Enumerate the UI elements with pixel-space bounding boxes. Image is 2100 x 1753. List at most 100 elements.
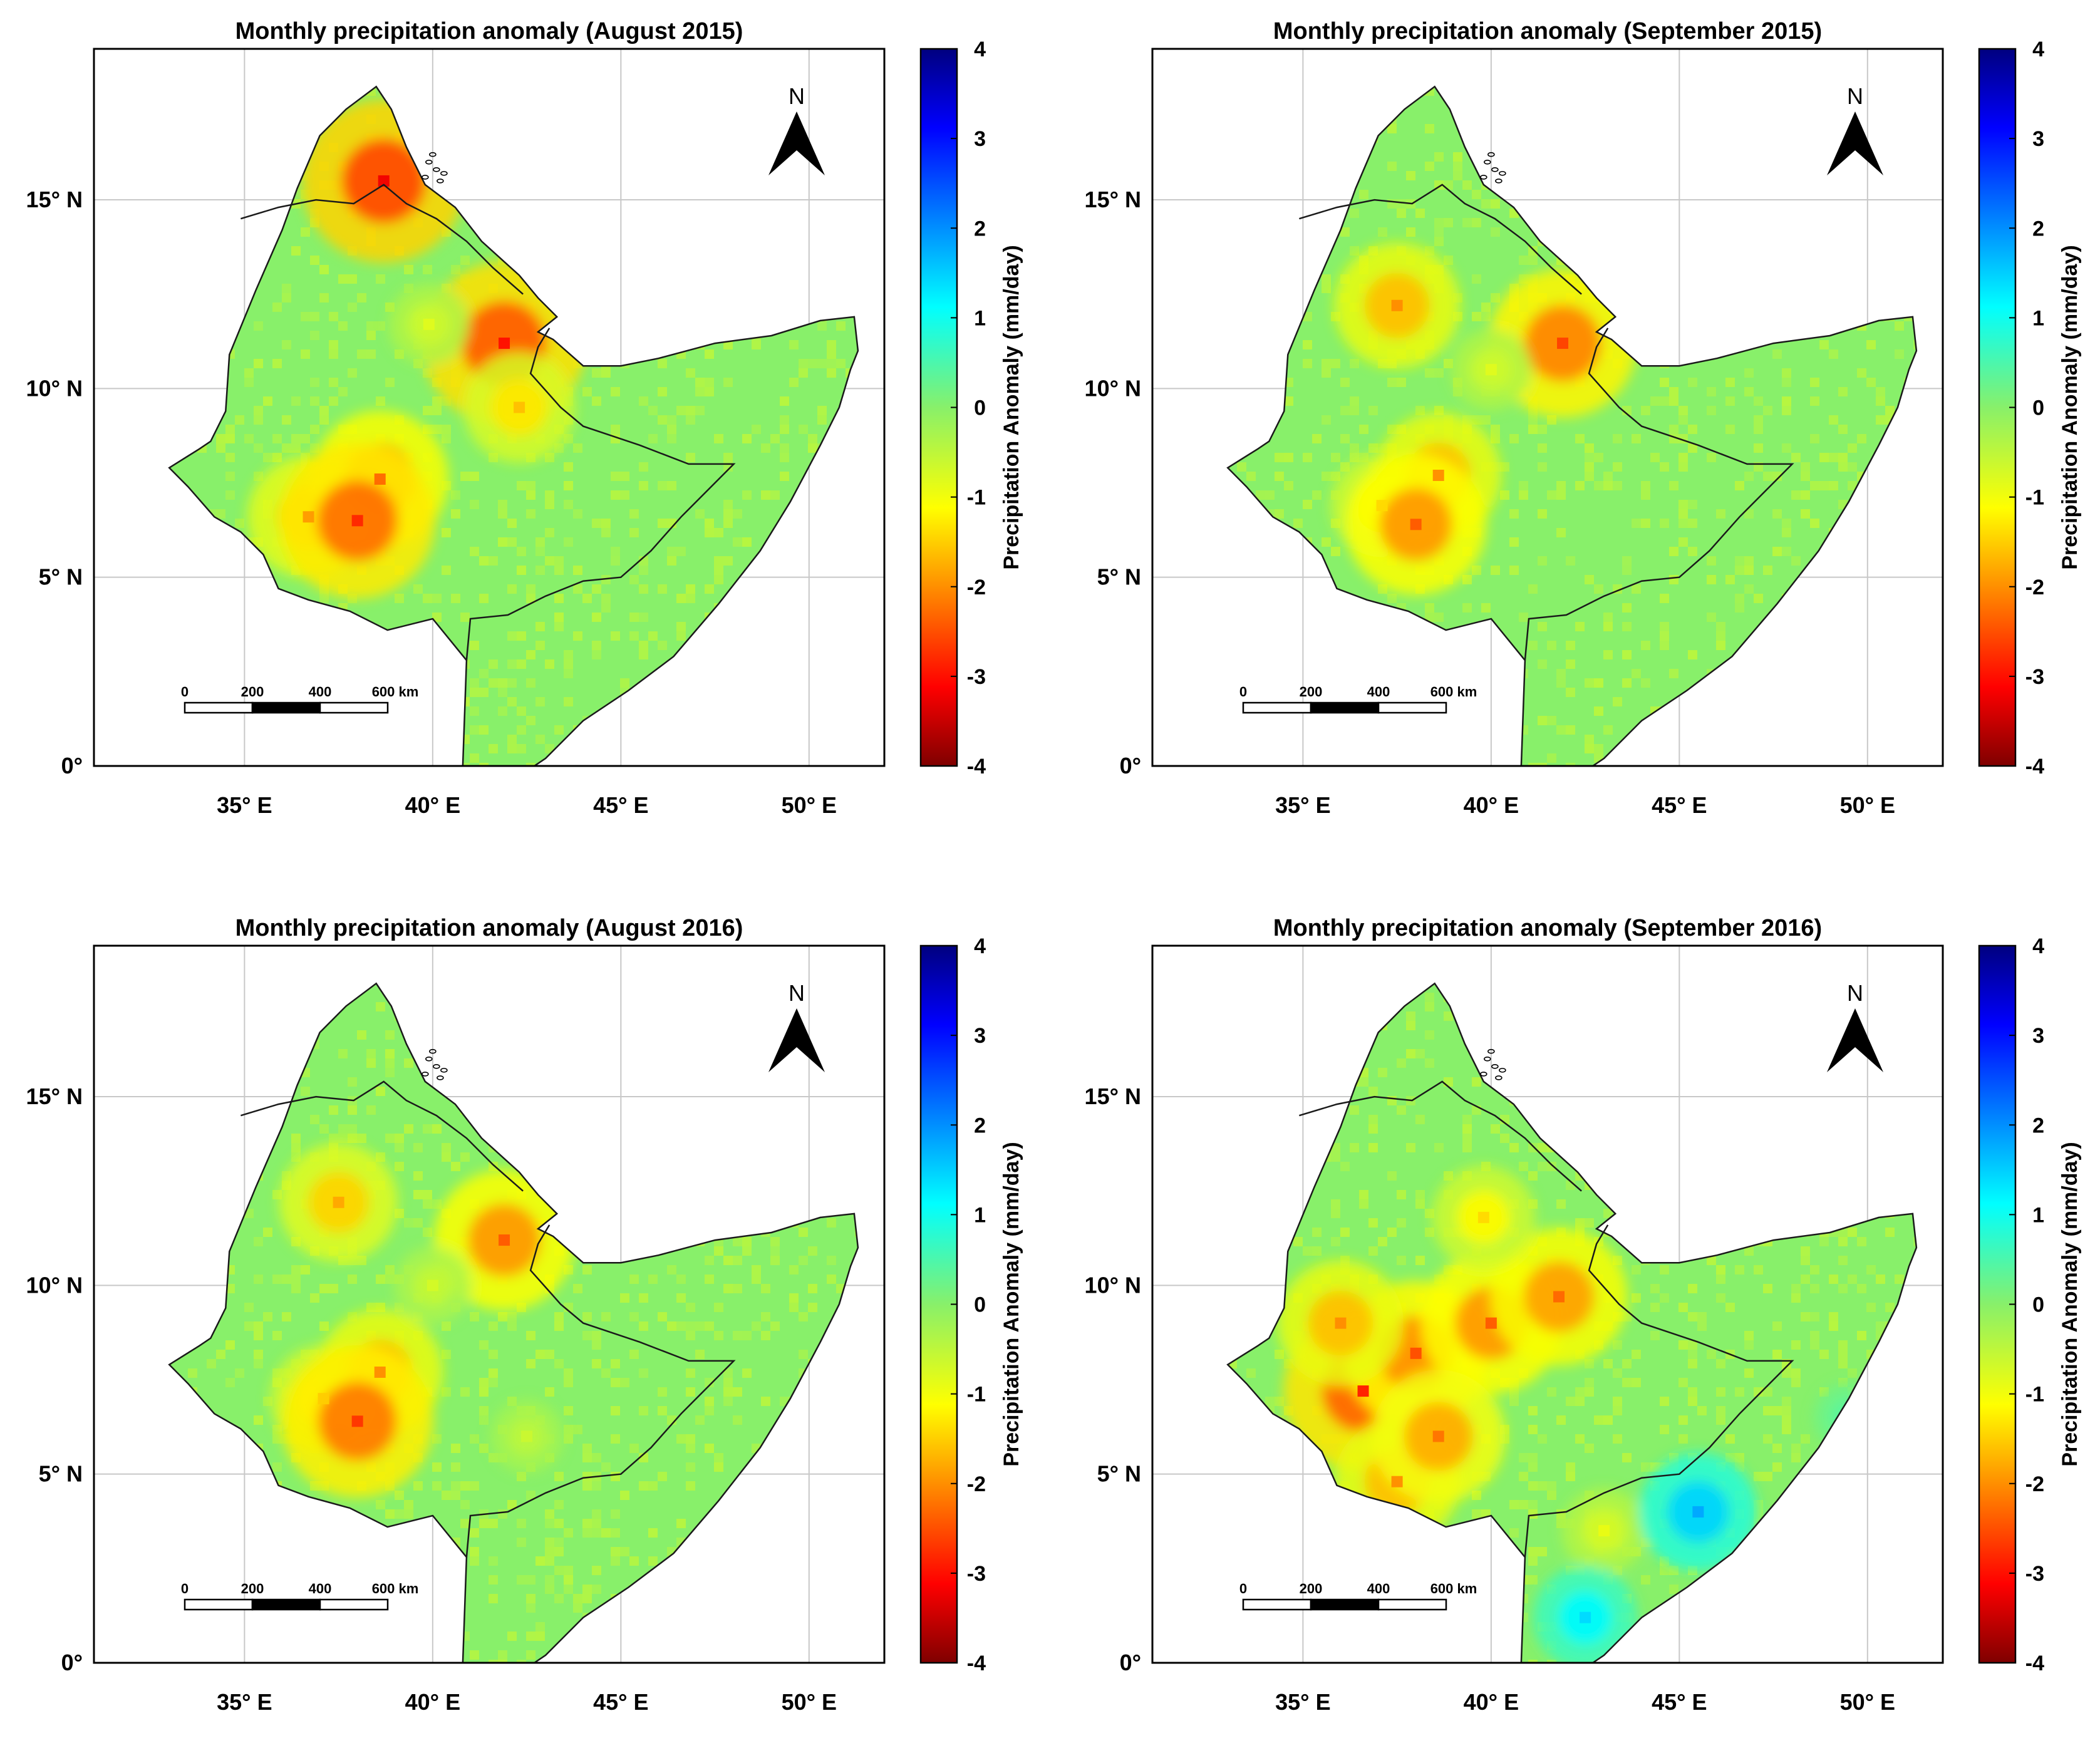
anomaly-pixel: [291, 1134, 301, 1143]
anomaly-pixel: [1782, 528, 1791, 537]
north-arrow-icon: N: [768, 83, 825, 175]
anomaly-pixel: [291, 396, 301, 406]
anomaly-pixel: [1410, 519, 1422, 530]
anomaly-pixel: [517, 706, 526, 716]
anomaly-pixel: [686, 1321, 695, 1331]
anomaly-pixel: [639, 396, 648, 406]
map-panels: Monthly precipitation anomaly (August 20…: [26, 18, 2082, 1715]
anomaly-pixel: [611, 1509, 620, 1519]
x-tick-label: 35° E: [217, 1689, 272, 1715]
anomaly-pixel: [1744, 387, 1754, 396]
anomaly-pixel: [1641, 519, 1650, 528]
anomaly-pixel: [489, 1575, 498, 1585]
colorbar-tick-label: 2: [974, 1114, 986, 1137]
anomaly-pixel: [733, 1415, 742, 1425]
scale-bar-segment: [251, 1598, 321, 1611]
anomaly-pixel: [1782, 1397, 1791, 1406]
anomaly-pixel: [1603, 1209, 1613, 1218]
anomaly-pixel: [1669, 387, 1678, 396]
anomaly-pixel: [1688, 1387, 1697, 1397]
anomaly-pixel: [1528, 1556, 1538, 1566]
anomaly-pixel: [1678, 1378, 1688, 1387]
anomaly-pixel: [1566, 1472, 1575, 1481]
colorbar-label: Precipitation Anomaly (mm/day): [1000, 1142, 1023, 1466]
anomaly-pixel: [1725, 575, 1735, 584]
anomaly-pixel: [1500, 1134, 1509, 1143]
anomaly-pixel: [667, 481, 676, 490]
anomaly-pixel: [1810, 1284, 1819, 1293]
anomaly-pixel: [254, 1415, 263, 1425]
anomaly-pixel: [564, 1585, 573, 1594]
anomaly-pixel: [1688, 500, 1697, 509]
anomaly-pixel: [1829, 415, 1838, 425]
anomaly-pixel: [573, 1603, 582, 1613]
anomaly-pixel: [470, 688, 479, 697]
country-border: [465, 328, 736, 661]
anomaly-pixel: [1462, 180, 1472, 190]
anomaly-pixel: [742, 1237, 752, 1246]
anomaly-pixel: [564, 462, 573, 472]
anomaly-pixel: [1585, 1444, 1594, 1453]
scale-bar-label: 200: [241, 1581, 264, 1596]
anomaly-pixel: [1641, 678, 1650, 688]
anomaly-pixel: [554, 1321, 564, 1331]
country-border: [241, 1080, 524, 1192]
anomaly-pixel: [479, 1387, 489, 1397]
anomaly-pixel: [1678, 1415, 1688, 1425]
anomaly-pixel: [601, 528, 611, 537]
anomaly-pixel: [498, 706, 507, 716]
anomaly-pixel: [432, 594, 442, 603]
anomaly-pixel: [1819, 481, 1829, 490]
anomaly-pixel: [514, 401, 525, 413]
anomaly-pixel: [329, 396, 338, 406]
anomaly-pixel: [1284, 481, 1293, 490]
anomaly-pixel: [1491, 425, 1500, 434]
anomaly-pixel: [357, 1134, 366, 1143]
anomaly-pixel: [1641, 641, 1650, 650]
anomaly-pixel: [1331, 1199, 1340, 1209]
anomaly-pixel: [601, 1368, 611, 1378]
scale-bar-segment: [251, 701, 321, 714]
anomaly-pixel: [1547, 753, 1556, 763]
anomaly-pixel: [535, 537, 545, 547]
anomaly-pixel: [282, 284, 291, 293]
anomaly-pixel: [1340, 378, 1350, 387]
anomaly-pixel: [582, 1265, 592, 1275]
anomaly-pixel: [1331, 547, 1340, 556]
map-panel: Monthly precipitation anomaly (September…: [1085, 18, 2082, 818]
anomaly-pixel: [1538, 443, 1547, 453]
anomaly-pixel: [564, 669, 573, 678]
anomaly-pixel: [1622, 603, 1632, 613]
anomaly-pixel: [366, 1058, 376, 1068]
anomaly-pixel: [1669, 481, 1678, 490]
anomaly-pixel: [1829, 481, 1838, 490]
anomaly-pixel: [639, 1481, 648, 1491]
anomaly-pixel: [695, 1321, 705, 1331]
anomaly-pixel: [1669, 575, 1678, 584]
anomaly-pixel: [695, 406, 705, 415]
anomaly-pixel: [385, 1265, 395, 1275]
anomaly-pixel: [1275, 472, 1284, 481]
anomaly-pixel: [733, 1237, 742, 1246]
anomaly-pixel: [629, 1312, 639, 1321]
anomaly-pixel: [1585, 1378, 1594, 1387]
anomaly-pixel: [498, 688, 507, 697]
anomaly-pixel: [1538, 659, 1547, 669]
anomaly-pixel: [1716, 1359, 1725, 1368]
anomaly-pixel: [592, 1509, 601, 1519]
anomaly-pixel: [1716, 622, 1725, 631]
anomaly-pixel: [1519, 1453, 1528, 1462]
x-tick-label: 40° E: [405, 792, 460, 818]
anomaly-pixel: [1509, 1397, 1519, 1406]
anomaly-pixel: [808, 359, 817, 368]
anomaly-pixel: [1387, 1228, 1397, 1237]
anomaly-pixel: [263, 453, 272, 462]
anomaly-pixel: [535, 641, 545, 650]
anomaly-pixel: [498, 1312, 507, 1321]
anomaly-pixel: [1707, 406, 1716, 415]
anomaly-pixel: [1387, 594, 1397, 603]
anomaly-pixel: [357, 349, 366, 359]
anomaly-pixel: [329, 340, 338, 349]
anomaly-pixel: [1669, 425, 1678, 434]
